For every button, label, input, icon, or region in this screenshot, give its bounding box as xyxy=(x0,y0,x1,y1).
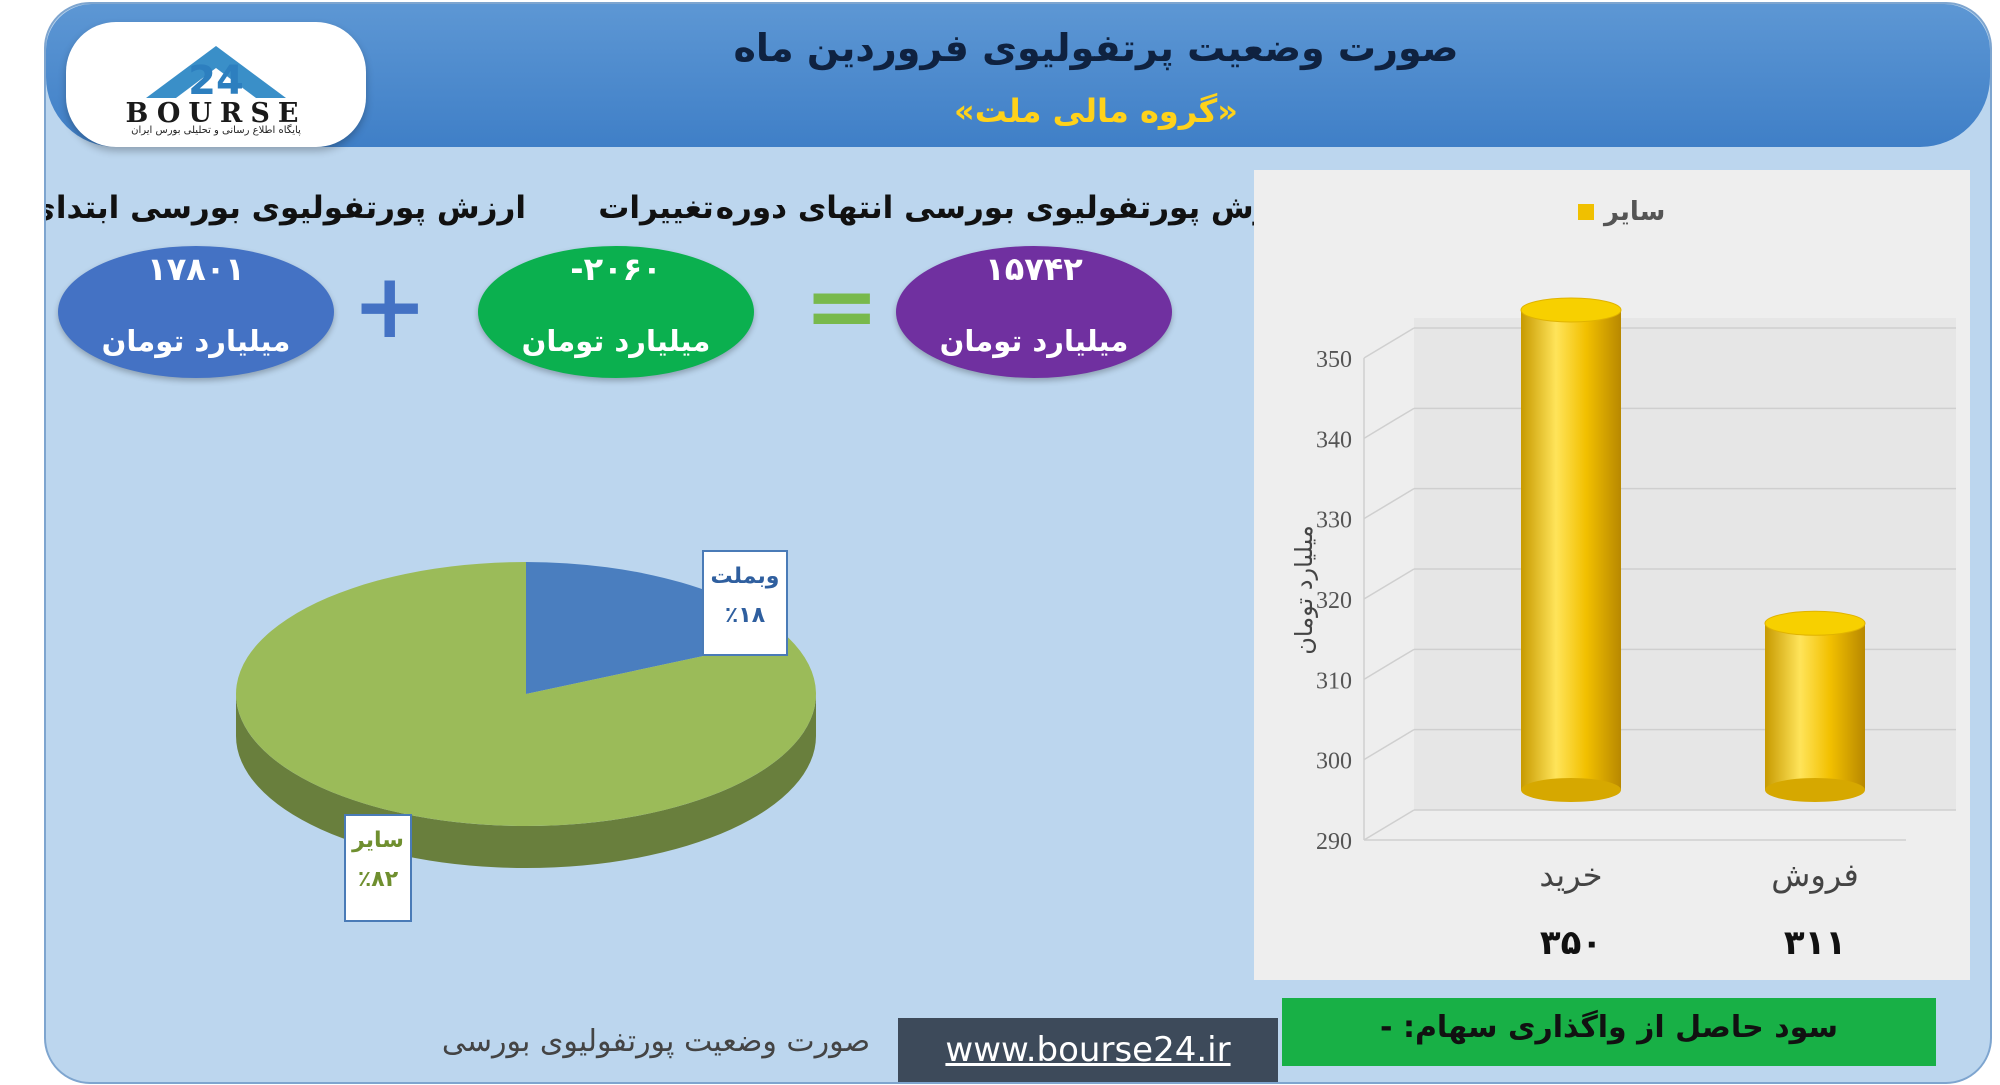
change-value-oval: -۲۰۶۰ میلیارد تومان xyxy=(478,246,754,378)
y-tick-2: 310 xyxy=(1316,668,1352,694)
end-period-label: ارزش پورتفولیوی بورسی انتهای دوره xyxy=(715,190,1300,226)
page-title: صورت وضعیت پرتفولیوی فروردین ماه xyxy=(733,26,1459,70)
y-tick-6: 350 xyxy=(1316,347,1352,373)
grid-diag-4 xyxy=(1363,488,1415,520)
start-value-oval: ۱۷۸۰۱ میلیارد تومان xyxy=(58,246,334,378)
url-box: www.bourse24.ir xyxy=(898,1018,1278,1082)
grid-diag-3 xyxy=(1363,568,1415,600)
pie-label-other-name: سایر xyxy=(352,828,404,853)
grid-diag-6 xyxy=(1363,327,1415,359)
bar-1-top xyxy=(1764,610,1866,636)
grid-diag-5 xyxy=(1363,407,1415,439)
logo-mark-icon: 24 xyxy=(146,46,286,102)
bar-0-base xyxy=(1521,778,1621,802)
bar-value-label-1: ۳۱۱ xyxy=(1784,923,1846,963)
start-value: ۱۷۸۰۱ xyxy=(147,250,245,288)
logo-text: BOURSE xyxy=(125,98,307,129)
y-tick-0: 290 xyxy=(1316,829,1352,855)
website-link[interactable]: www.bourse24.ir xyxy=(945,1030,1231,1070)
legend-label: سایر xyxy=(1602,197,1665,227)
y-tick-4: 330 xyxy=(1316,508,1352,534)
end-value-unit: میلیارد تومان xyxy=(939,324,1129,358)
end-value-oval: ۱۵۷۴۲ میلیارد تومان xyxy=(896,246,1172,378)
page-subtitle: «گروه مالی ملت» xyxy=(954,92,1238,130)
grid-diag-0 xyxy=(1363,809,1415,841)
bar-chart-panel: 290 300 310 320 330 340 350 میلیارد تومان سایر خر… xyxy=(1254,170,1970,980)
pie-slice-1 xyxy=(235,562,816,826)
grid-diag-2 xyxy=(1363,648,1415,680)
header-banner: صورت وضعیت پرتفولیوی فروردین ماه «گروه م… xyxy=(46,4,1990,147)
start-value-unit: میلیارد تومان xyxy=(101,324,291,358)
bar-1-base xyxy=(1765,778,1865,802)
x-category-1: فروش xyxy=(1771,856,1858,894)
grid-diag-1 xyxy=(1363,729,1415,761)
y-tick-3: 320 xyxy=(1316,588,1352,614)
pie-label-vbmellat-name: وبملت xyxy=(710,564,780,589)
y-tick-1: 300 xyxy=(1316,749,1352,775)
x-category-0: خرید xyxy=(1539,856,1602,894)
plot-back-wall xyxy=(1414,318,1956,810)
start-period-label: ارزش پورتفولیوی بورسی ابتدای دوره xyxy=(46,190,526,226)
logo-subtitle: پایگاه اطلاع رسانی و تحلیلی بورس ایران xyxy=(131,125,301,136)
bourse24-logo: 24 BOURSE پایگاه اطلاع رسانی و تحلیلی بو… xyxy=(66,22,366,147)
pie-label-vbmellat: وبملت ٪۱۸ xyxy=(702,550,788,656)
pie-label-other: سایر ٪۸۲ xyxy=(344,814,412,922)
gain-banner: سود حاصل از واگذاری سهام: - xyxy=(1282,998,1936,1066)
pie-slice-0 xyxy=(526,562,789,694)
bar-value-label-0: ۳۵۰ xyxy=(1540,923,1602,963)
gain-text: سود حاصل از واگذاری سهام: - xyxy=(1380,1010,1838,1045)
plus-sign: + xyxy=(352,254,428,359)
legend-swatch xyxy=(1578,204,1594,220)
pie-label-vbmellat-value: ٪۱۸ xyxy=(724,603,766,628)
bar-0-top xyxy=(1520,297,1622,323)
y-tick-5: 340 xyxy=(1316,427,1352,453)
svg-text:24: 24 xyxy=(188,58,244,102)
bar-0 xyxy=(1521,310,1621,790)
infographic-frame: صورت وضعیت پرتفولیوی فروردین ماه «گروه م… xyxy=(44,2,1992,1084)
change-value: -۲۰۶۰ xyxy=(570,250,662,288)
pie-caption: صورت وضعیت پورتفولیوی بورسی xyxy=(441,1024,871,1059)
change-label: تغییرات xyxy=(598,190,714,226)
pie-label-other-value: ٪۸۲ xyxy=(357,867,399,892)
bar-1 xyxy=(1765,623,1865,790)
end-value: ۱۵۷۴۲ xyxy=(985,250,1083,288)
change-value-unit: میلیارد تومان xyxy=(521,324,711,358)
y-axis-label: میلیارد تومان xyxy=(1290,525,1318,654)
equals-sign: = xyxy=(804,254,880,359)
bar-chart: 290 300 310 320 330 340 350 میلیارد تومان سایر خر… xyxy=(1290,197,1956,963)
